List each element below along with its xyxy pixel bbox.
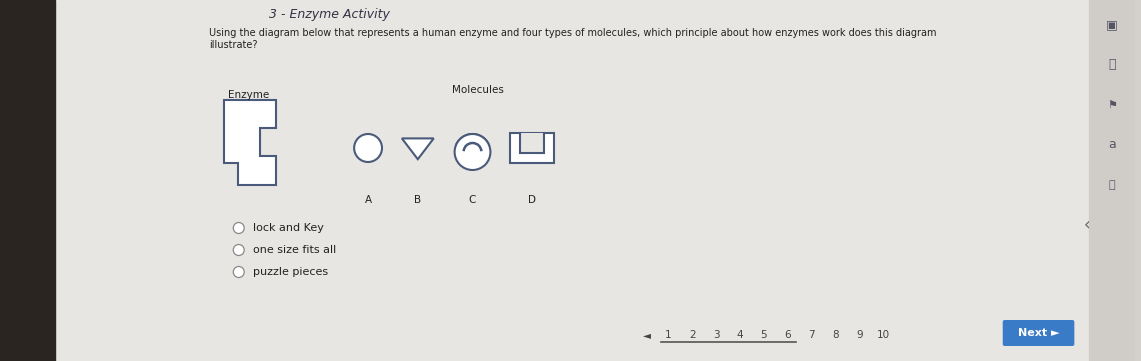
Circle shape	[233, 222, 244, 234]
Text: B: B	[414, 195, 421, 205]
Text: illustrate?: illustrate?	[209, 40, 258, 50]
Text: Using the diagram below that represents a human enzyme and four types of molecul: Using the diagram below that represents …	[209, 28, 937, 38]
Text: A: A	[364, 195, 372, 205]
Text: 3 - Enzyme Activity: 3 - Enzyme Activity	[268, 8, 389, 21]
Text: 9: 9	[856, 330, 863, 340]
Text: Enzyme: Enzyme	[228, 90, 269, 100]
Text: 3: 3	[713, 330, 720, 340]
Text: ‹: ‹	[1084, 216, 1091, 234]
Text: 7: 7	[809, 330, 815, 340]
Text: a: a	[1108, 139, 1116, 152]
Bar	[520, 133, 544, 153]
Text: D: D	[528, 195, 536, 205]
Circle shape	[454, 134, 491, 170]
Bar	[510, 133, 555, 163]
Text: Next ►: Next ►	[1018, 328, 1059, 338]
Text: 1: 1	[665, 330, 672, 340]
Text: 2: 2	[689, 330, 696, 340]
Text: C: C	[469, 195, 476, 205]
Bar	[0, 0, 55, 361]
Text: ▣: ▣	[1107, 18, 1118, 31]
Text: 10: 10	[876, 330, 890, 340]
Text: ⓘ: ⓘ	[1108, 58, 1116, 71]
Circle shape	[233, 244, 244, 256]
Text: 6: 6	[785, 330, 791, 340]
Text: 8: 8	[832, 330, 839, 340]
Text: lock and Key: lock and Key	[252, 223, 324, 233]
Text: 4: 4	[737, 330, 744, 340]
Text: ⛶: ⛶	[1109, 180, 1116, 190]
Bar	[1090, 0, 1135, 361]
Text: puzzle pieces: puzzle pieces	[252, 267, 327, 277]
Text: 5: 5	[761, 330, 767, 340]
Polygon shape	[402, 138, 434, 159]
Circle shape	[354, 134, 382, 162]
FancyBboxPatch shape	[1003, 320, 1075, 346]
Text: ◄: ◄	[642, 330, 650, 340]
Text: ⚑: ⚑	[1107, 100, 1117, 110]
Circle shape	[233, 266, 244, 278]
Text: one size fits all: one size fits all	[252, 245, 335, 255]
Text: Molecules: Molecules	[452, 85, 503, 95]
Polygon shape	[224, 100, 275, 185]
